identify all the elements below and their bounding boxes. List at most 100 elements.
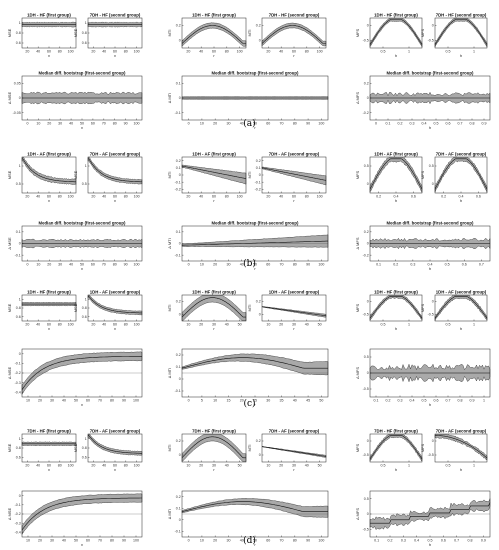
y-axis-label: MSE <box>7 303 12 312</box>
x-axis-label: v <box>48 53 50 58</box>
y-axis-label: Δ MSE <box>7 237 12 250</box>
median-line <box>181 501 328 513</box>
x-tick-label: 20 <box>213 122 217 126</box>
y-tick-label: 0.5 <box>364 497 369 501</box>
median-line <box>369 295 423 319</box>
y-tick-label: 0 <box>19 96 21 100</box>
y-tick-label: 0.6 <box>82 456 87 460</box>
panel-title: 1DH - AF (second group) <box>436 290 487 295</box>
x-tick-label: 20 <box>47 122 51 126</box>
x-tick-label: 10 <box>36 263 40 267</box>
x-tick-label: 0.4 <box>410 399 415 403</box>
x-tick-label: 10 <box>266 464 270 468</box>
y-tick-label: -0.3 <box>15 521 21 525</box>
y-tick-label: 0.5 <box>16 182 21 186</box>
y-axis-label: MTI <box>167 305 172 312</box>
x-tick-label: 0 <box>188 263 190 267</box>
x-axis-label: h <box>429 266 431 271</box>
x-tick-label: 1 <box>408 464 410 468</box>
y-axis-label: Δ MFS <box>355 367 360 379</box>
x-axis-label: r <box>293 53 295 58</box>
y-axis-label: MFS <box>420 443 425 452</box>
x-tick-label: 0.5 <box>446 50 451 54</box>
x-tick-label: 80 <box>58 464 62 468</box>
axes-frame <box>87 433 143 463</box>
y-axis-label: MTI <box>167 30 172 37</box>
y-axis-label: Δ MFS <box>355 92 360 104</box>
y-tick-label: -0.1 <box>15 253 21 257</box>
x-tick-label: 80 <box>113 122 117 126</box>
y-axis-label: MSE <box>73 443 78 452</box>
median-line <box>181 297 246 318</box>
x-tick-label: 40 <box>102 50 106 54</box>
x-tick-label: 60 <box>86 539 90 543</box>
x-tick-label: 10 <box>200 539 204 543</box>
x-axis-label: r <box>254 402 256 407</box>
y-axis-label: Δ MTI <box>167 368 172 378</box>
x-tick-label: 20 <box>25 195 29 199</box>
confidence-band <box>434 434 488 461</box>
x-tick-label: 30 <box>266 399 270 403</box>
x-tick-label: 0.7 <box>446 399 451 403</box>
median-line <box>22 158 76 183</box>
x-tick-label: 0.4 <box>459 195 464 199</box>
y-axis-label: Δ MTI <box>167 238 172 248</box>
y-tick-label: 0.5 <box>364 164 369 168</box>
x-tick-label: 0.5 <box>381 323 386 327</box>
axes-frame <box>21 433 77 463</box>
chart-panel-c-8: 0.1 0.2 0.3 0.4 0.5 0.6 0.7 0.8 0.9 1 0.5 0 -0.5 h Δ M… <box>355 348 491 407</box>
x-tick-label: 20 <box>279 323 283 327</box>
panel-title: 1DH - AF (second group) <box>269 290 320 295</box>
x-axis-label: r <box>254 266 256 271</box>
x-axis-label: h <box>395 326 397 331</box>
x-tick-label: 100 <box>68 323 74 327</box>
y-tick-label: -0.1 <box>175 253 181 257</box>
y-tick-label: 0 <box>367 439 369 443</box>
x-tick-label: 30 <box>212 323 216 327</box>
x-tick-label: 50 <box>80 263 84 267</box>
x-tick-label: 80 <box>293 122 297 126</box>
y-tick-label: -0.5 <box>428 313 434 317</box>
chart-panel-b-6: Median diff. bootstrap (first-second gro… <box>7 221 143 271</box>
x-tick-label: 40 <box>69 122 73 126</box>
y-tick-label: 0.2 <box>256 24 261 28</box>
x-tick-label: 100 <box>317 50 323 54</box>
x-tick-label: 60 <box>47 323 51 327</box>
x-tick-label: 80 <box>225 50 229 54</box>
y-tick-label: 0 <box>19 242 21 246</box>
x-axis-label: v <box>81 266 83 271</box>
x-axis-label: r <box>254 125 256 130</box>
x-tick-label: 80 <box>124 50 128 54</box>
x-tick-label: 0.7 <box>458 122 463 126</box>
x-tick-label: 50 <box>80 122 84 126</box>
x-axis-label: h <box>395 53 397 58</box>
y-tick-label: -0.5 <box>363 39 369 43</box>
x-tick-label: 20 <box>91 323 95 327</box>
x-tick-label: 40 <box>199 50 203 54</box>
x-tick-label: 80 <box>113 263 117 267</box>
y-tick-label: 0 <box>432 300 434 304</box>
x-tick-label: 40 <box>36 464 40 468</box>
x-tick-label: 30 <box>226 263 230 267</box>
x-tick-label: 20 <box>213 263 217 267</box>
confidence-band <box>181 498 329 518</box>
x-axis-label: r <box>213 198 215 203</box>
x-tick-label: 100 <box>134 195 140 199</box>
panel-title: 1DH - HF (first group) <box>27 290 71 295</box>
x-tick-label: 0 <box>188 399 190 403</box>
x-tick-label: 0.2 <box>388 539 393 543</box>
y-tick-label: 0.6 <box>16 315 21 319</box>
confidence-band <box>261 22 327 47</box>
chart-panel-a-0: 1DH - HF (first group) 20 40 60 80 100 1 0.8 0.6… <box>7 13 77 58</box>
x-tick-label: 40 <box>279 195 283 199</box>
x-tick-label: 0.7 <box>454 539 459 543</box>
x-tick-label: 0.4 <box>428 263 433 267</box>
x-tick-label: 40 <box>36 323 40 327</box>
chart-panel-a-1: 7DH - HF (second group) 20 40 60 80 100 1 0.8 0.… <box>73 13 143 58</box>
y-tick-label: 0.8 <box>16 31 21 35</box>
x-tick-label: 60 <box>91 122 95 126</box>
median-line <box>181 165 247 179</box>
x-tick-label: 80 <box>305 50 309 54</box>
x-tick-label: 50 <box>253 122 257 126</box>
x-tick-label: 100 <box>133 539 139 543</box>
